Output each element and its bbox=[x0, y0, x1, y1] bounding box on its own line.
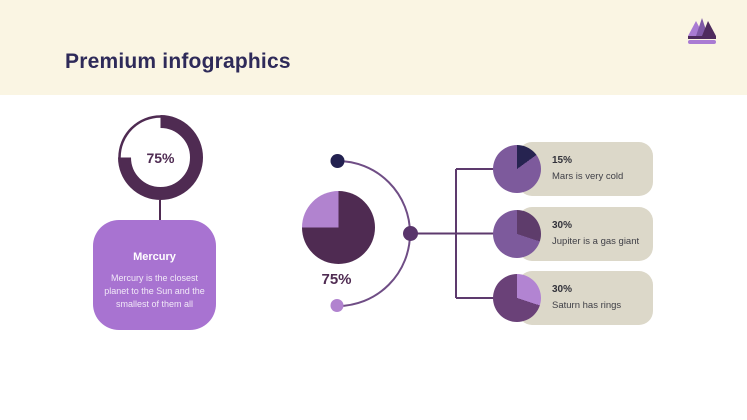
mercury-donut-chart bbox=[118, 115, 203, 200]
jupiter-pie-chart bbox=[493, 210, 541, 258]
mars-label: Mars is very cold bbox=[552, 171, 624, 182]
bracket-lines bbox=[410, 168, 495, 299]
mercury-card: Mercury Mercury is the closest planet to… bbox=[93, 220, 216, 330]
saturn-label: Saturn has rings bbox=[552, 300, 622, 311]
center-pie-percent-label: 75% bbox=[321, 271, 352, 288]
mercury-percent-label: 75% bbox=[146, 150, 175, 166]
header-band bbox=[0, 0, 747, 95]
center-pie-chart bbox=[302, 191, 375, 264]
mercury-card-description: Mercury is the closest planet to the Sun… bbox=[104, 273, 205, 309]
saturn-percent: 30% bbox=[552, 284, 573, 295]
arc-dot-middle bbox=[403, 226, 418, 241]
mars-pie-chart bbox=[493, 145, 541, 193]
mercury-connector-line bbox=[159, 200, 161, 221]
jupiter-label: Jupiter is a gas giant bbox=[552, 236, 640, 247]
arc-dot-top bbox=[330, 154, 345, 168]
jupiter-percent: 30% bbox=[552, 220, 573, 231]
mercury-card-title: Mercury bbox=[133, 251, 176, 263]
crown-icon bbox=[688, 18, 716, 44]
page-title: Premium infographics bbox=[65, 50, 291, 73]
saturn-pie-chart bbox=[493, 274, 541, 322]
mars-percent: 15% bbox=[552, 155, 573, 166]
arc-dot-bottom bbox=[330, 299, 344, 312]
